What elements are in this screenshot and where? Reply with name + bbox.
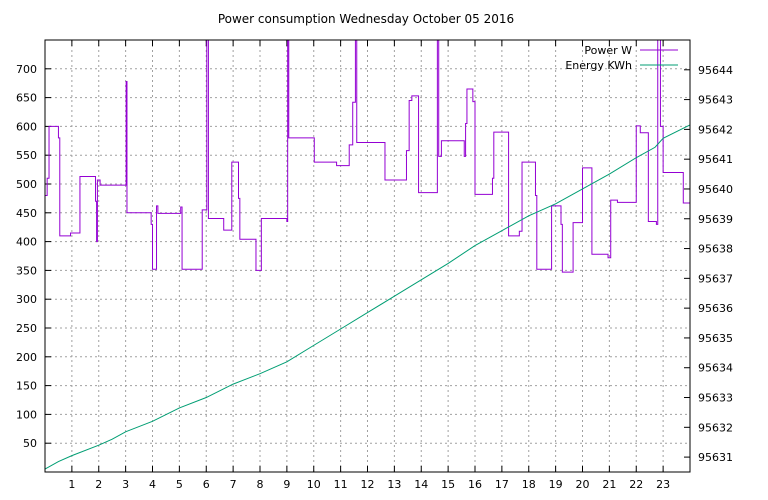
- y-tick-label: 350: [16, 264, 37, 277]
- plot-frame: [44, 39, 691, 473]
- x-tick-label: 9: [283, 478, 290, 491]
- x-tick-label: 6: [203, 478, 210, 491]
- x-tick-label: 14: [414, 478, 428, 491]
- x-tick-label: 1: [68, 478, 75, 491]
- y2-tick-label: 95636: [698, 302, 733, 315]
- x-tick-label: 22: [629, 478, 643, 491]
- x-tick-label: 10: [307, 478, 321, 491]
- y2-tick-label: 95631: [698, 451, 733, 464]
- x-tick-label: 21: [602, 478, 616, 491]
- y-tick-label: 550: [16, 149, 37, 162]
- x-tick-label: 23: [656, 478, 670, 491]
- y-tick-label: 300: [16, 293, 37, 306]
- series-line-energy: [44, 124, 691, 470]
- y2-tick-label: 95638: [698, 243, 733, 256]
- legend-label: Energy KWh: [565, 59, 632, 72]
- x-tick-label: 16: [468, 478, 482, 491]
- x-tick-label: 13: [387, 478, 401, 491]
- y2-tick-label: 95632: [698, 421, 733, 434]
- y-tick-label: 150: [16, 380, 37, 393]
- y-tick-label: 650: [16, 92, 37, 105]
- y-tick-label: 200: [16, 351, 37, 364]
- x-tick-label: 19: [549, 478, 563, 491]
- x-tick-label: 3: [122, 478, 129, 491]
- legend-label: Power W: [584, 44, 632, 57]
- y2-tick-label: 95637: [698, 272, 733, 285]
- series-line-power: [45, 39, 691, 273]
- y2-tick-label: 95641: [698, 153, 733, 166]
- y2-tick-label: 95635: [698, 332, 733, 345]
- y2-tick-label: 95640: [698, 183, 733, 196]
- y2-tick-label: 95642: [698, 123, 733, 136]
- y-tick-label: 100: [16, 408, 37, 421]
- y-tick-label: 250: [16, 322, 37, 335]
- chart-title: Power consumption Wednesday October 05 2…: [218, 12, 514, 26]
- x-tick-label: 7: [230, 478, 237, 491]
- x-tick-label: 5: [176, 478, 183, 491]
- y2-tick-label: 95644: [698, 64, 733, 77]
- x-tick-label: 8: [257, 478, 264, 491]
- x-tick-label: 17: [495, 478, 509, 491]
- x-tick-label: 18: [522, 478, 536, 491]
- y2-tick-label: 95639: [698, 213, 733, 226]
- x-tick-label: 15: [441, 478, 455, 491]
- y-tick-label: 600: [16, 120, 37, 133]
- y-tick-label: 400: [16, 236, 37, 249]
- y2-tick-label: 95643: [698, 94, 733, 107]
- x-tick-label: 4: [149, 478, 156, 491]
- legend: Power W Energy KWh: [565, 44, 678, 72]
- y2-tick-label: 95633: [698, 392, 733, 405]
- ticks: 1 2 3 4 5 6 7 8 9 10 11 12 13 14 15 16 17 18 19 20 21 22 23501…: [16, 40, 733, 491]
- x-tick-label: 11: [334, 478, 348, 491]
- x-tick-label: 20: [576, 478, 590, 491]
- y-tick-label: 50: [23, 437, 37, 450]
- x-tick-label: 12: [361, 478, 375, 491]
- series-group: [44, 39, 691, 470]
- y-tick-label: 500: [16, 178, 37, 191]
- x-tick-label: 2: [95, 478, 102, 491]
- grid: [45, 40, 690, 472]
- y-tick-label: 450: [16, 207, 37, 220]
- y2-tick-label: 95634: [698, 362, 733, 375]
- y-tick-label: 700: [16, 63, 37, 76]
